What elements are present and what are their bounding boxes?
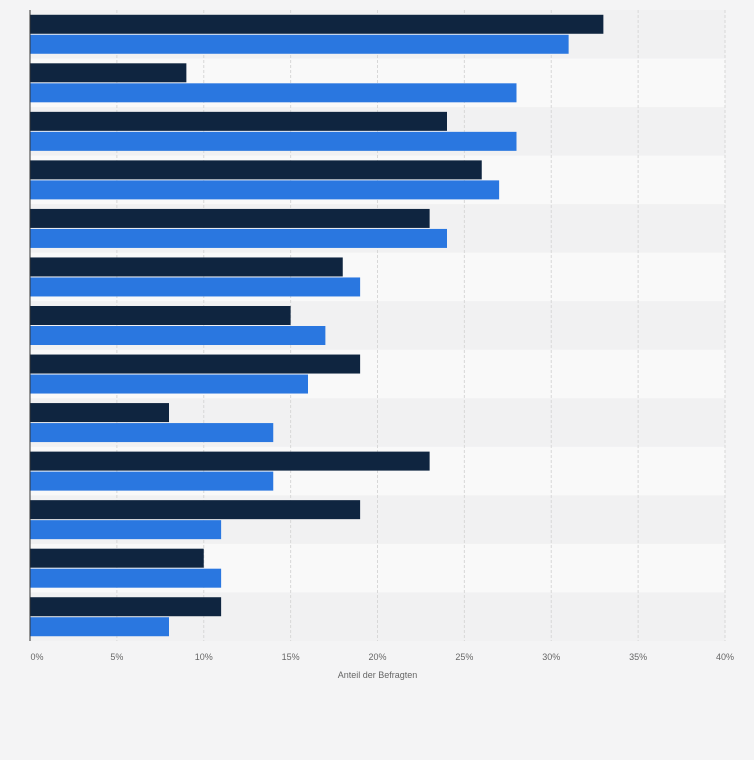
bar-series-2 [30,180,500,200]
bar-series-2 [30,83,517,103]
bar-series-2 [30,471,274,491]
x-tick-label: 40% [716,652,734,662]
bar-series-1 [30,111,447,131]
x-tick-labels: 0% 5% 10% 15% 20% 25% 30% 35% 40% [30,652,734,662]
bar-series-2 [30,228,447,248]
bars [30,14,604,637]
x-tick-label: 20% [368,652,386,662]
bar-series-2 [30,131,517,151]
bar-series-1 [30,63,187,83]
bar-series-1 [30,354,361,374]
bar-series-1 [30,257,343,277]
bar-series-2 [30,617,169,637]
bar-series-1 [30,451,430,471]
bar-series-2 [30,277,361,297]
x-tick-label: 0% [30,652,43,662]
x-tick-label: 25% [455,652,473,662]
x-tick-label: 15% [282,652,300,662]
x-tick-label: 30% [542,652,560,662]
bar-series-1 [30,14,604,34]
bar-series-1 [30,306,291,325]
bar-series-2 [30,34,569,54]
x-tick-label: 10% [195,652,213,662]
bar-series-2 [30,568,222,588]
x-tick-label: 5% [110,652,123,662]
x-tick-label: 35% [629,652,647,662]
bar-series-1 [30,548,204,568]
bar-series-1 [30,208,430,228]
x-axis-title: Anteil der Befragten [338,670,418,680]
bar-series-2 [30,423,274,443]
bar-series-1 [30,160,482,180]
bar-series-2 [30,326,326,345]
bar-series-1 [30,500,361,520]
bar-series-2 [30,374,308,394]
bar-series-1 [30,597,222,617]
bar-series-2 [30,520,222,540]
bar-series-1 [30,403,169,423]
